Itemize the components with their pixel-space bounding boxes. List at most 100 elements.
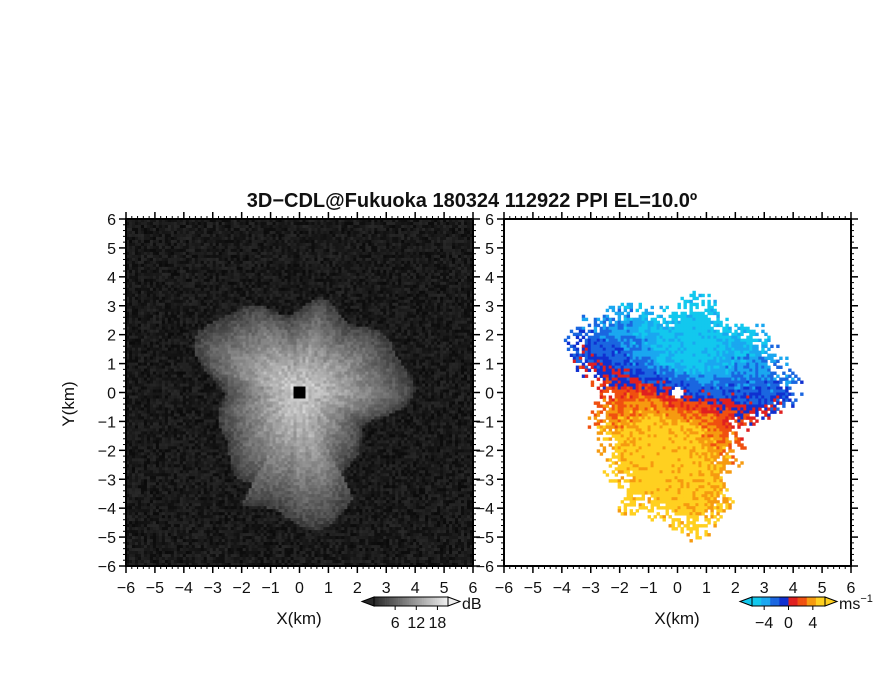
y-tick-label: 2 (107, 328, 116, 345)
y-tick-label: 2 (485, 328, 494, 345)
colorbar-segment (805, 597, 807, 606)
colorbar-segment (814, 597, 816, 606)
left-y-axis-label: Y(km) (59, 381, 78, 426)
colorbar-segment (789, 597, 791, 606)
colorbar-segment (807, 597, 809, 606)
x-tick-label: −6 (495, 580, 513, 597)
x-tick-label: −5 (146, 580, 164, 597)
colorbar-segment (785, 597, 787, 606)
colorbar-segment (402, 597, 404, 606)
y-tick-label: 5 (107, 241, 116, 258)
colorbar-segment (387, 597, 389, 606)
colorbar-under-arrow (362, 597, 374, 606)
colorbar-unit: dB (462, 596, 482, 613)
right-x-axis-label: X(km) (654, 609, 699, 628)
colorbar-segment (812, 597, 814, 606)
colorbar-segment (798, 597, 800, 606)
colorbar-segment (405, 597, 407, 606)
colorbar-segment (757, 597, 759, 606)
colorbar-segment (794, 597, 796, 606)
colorbar-segment (393, 597, 395, 606)
x-tick-label: −6 (117, 580, 135, 597)
y-tick-label: 6 (107, 212, 116, 229)
colorbar-segment (803, 597, 805, 606)
colorbar-tick-label: 6 (391, 615, 400, 632)
x-tick-label: 2 (353, 580, 362, 597)
colorbar-segment (413, 597, 415, 606)
colorbar-segment (420, 597, 422, 606)
colorbar-segment (768, 597, 770, 606)
colorbar-segment (444, 597, 446, 606)
colorbar-segment (767, 597, 769, 606)
x-tick-label: 6 (469, 580, 478, 597)
colorbar-segment (441, 597, 443, 606)
y-tick-label: 4 (107, 270, 116, 287)
y-tick-label: 1 (485, 357, 494, 374)
colorbar-segment (439, 597, 441, 606)
colorbar-segment (418, 597, 420, 606)
colorbar-segment (378, 597, 380, 606)
x-tick-label: 5 (818, 580, 827, 597)
x-tick-label: 3 (760, 580, 769, 597)
colorbar-segment (816, 597, 818, 606)
x-tick-label: 5 (440, 580, 449, 597)
colorbar-segment (409, 597, 411, 606)
colorbar-over-arrow (825, 597, 837, 606)
colorbar-segment (442, 597, 444, 606)
x-tick-label: 1 (324, 580, 333, 597)
colorbar-segment (820, 597, 822, 606)
colorbar-segment (376, 597, 378, 606)
x-tick-label: 4 (789, 580, 798, 597)
y-tick-label: −3 (98, 472, 116, 489)
colorbar-segment (756, 597, 758, 606)
y-tick-label: −4 (476, 501, 494, 518)
colorbar-segment (809, 597, 811, 606)
right-plot-area (504, 219, 851, 566)
y-tick-label: −6 (476, 559, 494, 576)
colorbar-segment (772, 597, 774, 606)
x-tick-label: −1 (639, 580, 657, 597)
radar-site-marker (294, 387, 306, 399)
colorbar-segment (779, 597, 781, 606)
y-tick-label: 4 (485, 270, 494, 287)
colorbar-segment (407, 597, 409, 606)
colorbar-segment (437, 597, 439, 606)
x-tick-label: 6 (847, 580, 856, 597)
radar-site-marker-right (674, 389, 682, 397)
colorbar-segment (398, 597, 400, 606)
colorbar-segment (404, 597, 406, 606)
x-tick-label: 0 (673, 580, 682, 597)
x-tick-label: −3 (204, 580, 222, 597)
x-tick-label: −4 (553, 580, 571, 597)
colorbar-tick-label: 18 (429, 615, 447, 632)
colorbar-segment (396, 597, 398, 606)
y-tick-label: 1 (107, 357, 116, 374)
colorbar-tick-label: 12 (407, 615, 425, 632)
y-tick-label: −3 (476, 472, 494, 489)
colorbar-segment (389, 597, 391, 606)
colorbar-tick-label: 4 (808, 615, 817, 632)
x-tick-label: 1 (702, 580, 711, 597)
colorbar-segment (781, 597, 783, 606)
colorbar-tick-label: −4 (755, 615, 773, 632)
colorbar-under-arrow (740, 597, 752, 606)
chart-title: 3D−CDL@Fukuoka 180324 112922 PPI EL=10.0… (247, 190, 697, 212)
colorbar-segment (417, 597, 419, 606)
x-tick-label: −2 (611, 580, 629, 597)
y-tick-label: 6 (485, 212, 494, 229)
y-tick-label: −1 (98, 414, 116, 431)
colorbar-segment (792, 597, 794, 606)
colorbar-segment (810, 597, 812, 606)
colorbar-segment (430, 597, 432, 606)
left-colorbar: 6 12 18 dB (362, 596, 482, 632)
colorbar-segment (790, 597, 792, 606)
colorbar-segment (391, 597, 393, 606)
colorbar-over-arrow (448, 597, 460, 606)
x-tick-label: 0 (295, 580, 304, 597)
colorbar-segment (424, 597, 426, 606)
x-tick-label: −4 (175, 580, 193, 597)
colorbar-segment (422, 597, 424, 606)
colorbar-segment (426, 597, 428, 606)
